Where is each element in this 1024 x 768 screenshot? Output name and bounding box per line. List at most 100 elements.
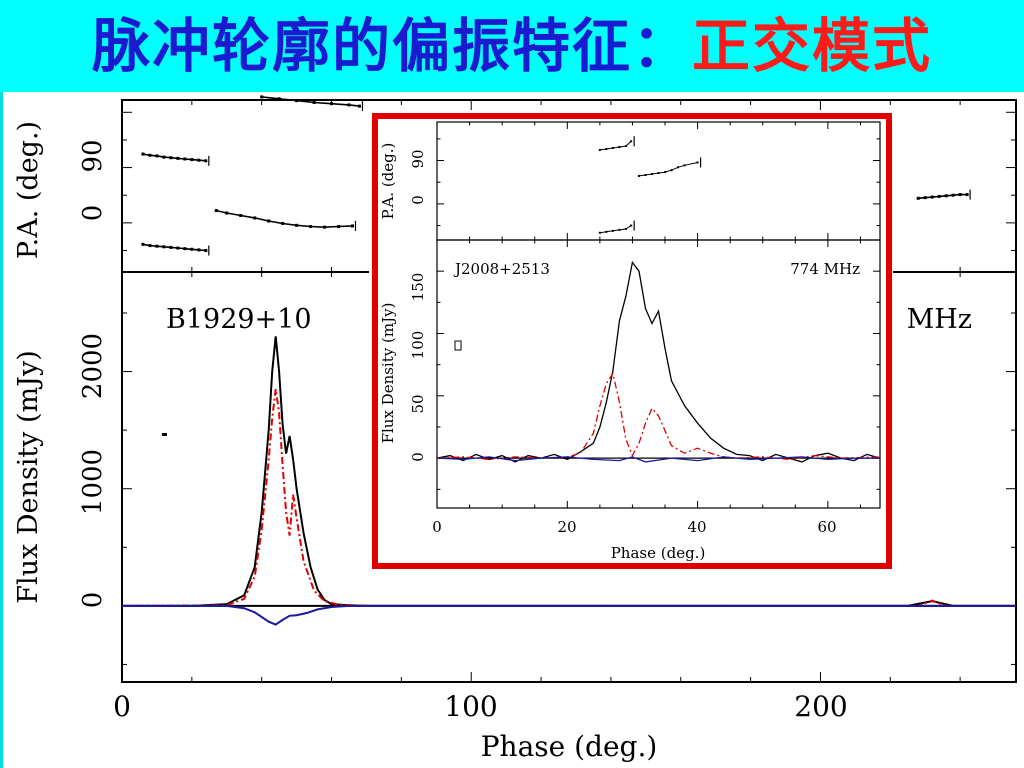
series-line-circular-polarization bbox=[122, 604, 1016, 626]
pa-point bbox=[630, 224, 633, 227]
polarization-figure: B1929+10 MHz 0 100 200 Phase (deg.) 0 10… bbox=[13, 95, 1017, 763]
pa-point bbox=[169, 156, 173, 160]
pa-point bbox=[204, 249, 208, 252]
series-line-linear-polarization bbox=[121, 388, 1016, 607]
main-pa-ylabel: P.A. (deg.) bbox=[13, 121, 44, 259]
pa-curve bbox=[142, 243, 206, 252]
inset-flux-ylabel: Flux Density (mJy) bbox=[379, 303, 397, 444]
main-flux-lines bbox=[121, 336, 1016, 626]
pa-point bbox=[183, 157, 187, 161]
main-frequency-label: MHz bbox=[907, 304, 972, 335]
main-flux-ylabel: Flux Density (mJy) bbox=[13, 350, 44, 604]
pa-point bbox=[148, 153, 152, 157]
pa-point bbox=[696, 161, 699, 164]
pa-point bbox=[277, 97, 281, 101]
pa-point bbox=[670, 169, 673, 172]
pa-point bbox=[155, 244, 159, 248]
pa-point bbox=[312, 100, 316, 104]
pa-point bbox=[295, 99, 299, 103]
inset-ytick-150: 150 bbox=[409, 273, 427, 302]
pa-point bbox=[337, 225, 341, 229]
main-ytick-2000: 2000 bbox=[78, 333, 108, 399]
pa-curve bbox=[142, 153, 206, 162]
pa-point bbox=[281, 221, 285, 225]
pa-point bbox=[295, 223, 299, 227]
pa-point bbox=[162, 245, 166, 249]
pa-point bbox=[141, 242, 145, 246]
pa-point bbox=[630, 140, 633, 143]
inset-ytick-0: 0 bbox=[409, 452, 427, 462]
pa-point bbox=[253, 216, 257, 220]
pa-point bbox=[923, 196, 927, 200]
pa-point bbox=[930, 195, 934, 199]
main-xtick-200: 200 bbox=[794, 690, 847, 723]
inset-pa-ytick-0: 0 bbox=[409, 195, 427, 205]
pa-point bbox=[197, 248, 201, 252]
pa-point bbox=[605, 230, 608, 233]
pa-point bbox=[214, 209, 218, 213]
inset-ytick-100: 100 bbox=[409, 331, 427, 360]
inset-xtick-40: 40 bbox=[687, 518, 706, 536]
slide-title-main: 脉冲轮廓的偏振特征： bbox=[91, 12, 692, 80]
pa-point bbox=[657, 172, 660, 175]
pa-point bbox=[683, 164, 686, 167]
inset-xtick-60: 60 bbox=[817, 518, 836, 536]
pa-point bbox=[598, 231, 601, 234]
pa-point bbox=[637, 174, 640, 177]
pa-point bbox=[664, 171, 667, 174]
main-pa-ytick-90: 90 bbox=[78, 139, 108, 172]
pa-point bbox=[650, 173, 653, 176]
pa-point bbox=[190, 247, 194, 251]
inset-pa-points bbox=[598, 136, 702, 234]
pa-point bbox=[225, 211, 229, 215]
pa-point bbox=[644, 173, 647, 176]
inset-xtick-20: 20 bbox=[557, 518, 576, 536]
pa-point bbox=[611, 229, 614, 232]
series-line-circular-polarization bbox=[436, 456, 880, 463]
main-xtick-100: 100 bbox=[444, 690, 497, 723]
pa-point bbox=[677, 166, 680, 169]
main-xtick-0: 0 bbox=[113, 690, 131, 723]
slide-title-accent: 正交模式 bbox=[692, 12, 933, 80]
main-small-marker bbox=[162, 433, 167, 436]
pa-point bbox=[155, 154, 159, 158]
pa-point bbox=[141, 152, 145, 156]
figure-area: B1929+10 MHz 0 100 200 Phase (deg.) 0 10… bbox=[0, 92, 1024, 768]
pa-point bbox=[958, 193, 962, 197]
pa-point bbox=[350, 224, 354, 228]
inset-highlight-box bbox=[372, 113, 892, 569]
inset-tick-marks bbox=[436, 122, 880, 508]
pa-point bbox=[148, 244, 152, 248]
pa-point bbox=[937, 194, 941, 198]
main-ytick-1000: 1000 bbox=[78, 449, 108, 515]
pa-curve bbox=[261, 96, 360, 107]
main-pa-points bbox=[141, 95, 971, 256]
pa-point bbox=[951, 193, 955, 197]
pa-point bbox=[611, 147, 614, 150]
pa-point bbox=[916, 196, 920, 200]
pa-point bbox=[197, 158, 201, 162]
slide-title: 脉冲轮廓的偏振特征：正交模式 bbox=[0, 0, 1024, 92]
pa-point bbox=[204, 159, 208, 163]
pa-point bbox=[618, 228, 621, 231]
pa-point bbox=[624, 227, 627, 230]
pa-point bbox=[267, 219, 271, 223]
pa-point bbox=[176, 246, 180, 250]
pa-point bbox=[309, 225, 313, 229]
title-banner bbox=[0, 0, 1024, 92]
inset-background bbox=[369, 112, 893, 570]
pa-point bbox=[944, 194, 948, 198]
main-pa-ytick-0: 0 bbox=[78, 205, 108, 222]
pa-point bbox=[323, 225, 327, 229]
inset-ytick-50: 50 bbox=[409, 394, 427, 413]
inset-xlabel: Phase (deg.) bbox=[611, 544, 706, 562]
pa-point bbox=[190, 158, 194, 162]
pa-curve bbox=[216, 209, 353, 229]
pa-point bbox=[239, 213, 243, 217]
inset-pa-ylabel: P.A. (deg.) bbox=[379, 143, 397, 220]
pa-point bbox=[183, 247, 187, 251]
pa-point bbox=[347, 103, 351, 107]
pa-point bbox=[357, 104, 361, 108]
inset-flux-lines bbox=[436, 260, 881, 463]
pa-point bbox=[162, 155, 166, 159]
